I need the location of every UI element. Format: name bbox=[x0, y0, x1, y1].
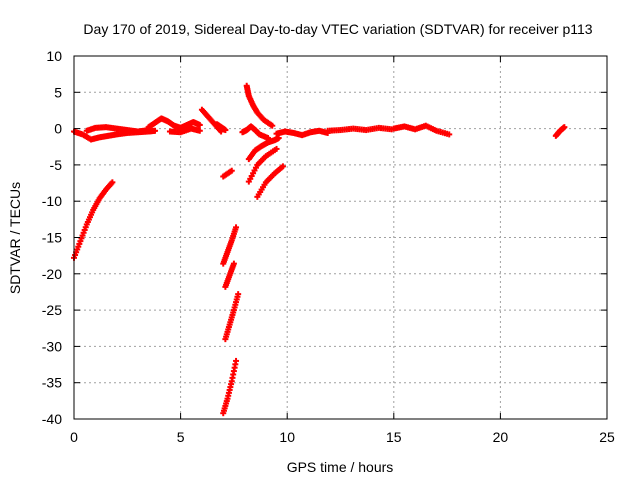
data-point bbox=[446, 131, 453, 138]
y-tick-label: -5 bbox=[50, 157, 63, 173]
data-point bbox=[152, 127, 159, 134]
x-tick-label: 10 bbox=[279, 429, 295, 445]
data-point bbox=[230, 260, 237, 267]
y-tick-label: 10 bbox=[46, 48, 62, 64]
data-point bbox=[109, 179, 116, 186]
ticks: 0 5 10 15 20 25 10 5 0 -5 -10 -15 -20 -25 -30 -35 -40 bbox=[42, 48, 615, 445]
data-point bbox=[279, 163, 286, 170]
y-tick-label: -35 bbox=[42, 375, 62, 391]
x-tick-label: 15 bbox=[386, 429, 402, 445]
x-tick-label: 20 bbox=[493, 429, 509, 445]
y-tick-label: 5 bbox=[54, 84, 62, 100]
y-tick-label: -10 bbox=[42, 193, 62, 209]
data-point bbox=[196, 127, 203, 134]
data-point bbox=[269, 122, 276, 129]
data-point bbox=[196, 121, 203, 128]
y-tick-label: -25 bbox=[42, 302, 62, 318]
y-axis-label: SDTVAR / TECUs bbox=[7, 182, 23, 294]
data-point bbox=[233, 224, 240, 231]
data-point bbox=[273, 145, 280, 152]
y-tick-label: -20 bbox=[42, 266, 62, 282]
data-point bbox=[228, 167, 235, 174]
y-tick-label: -15 bbox=[42, 230, 62, 246]
y-tick-label: -30 bbox=[42, 338, 62, 354]
x-tick-label: 25 bbox=[599, 429, 615, 445]
chart-title: Day 170 of 2019, Sidereal Day-to-day VTE… bbox=[83, 21, 592, 37]
data-point bbox=[222, 127, 229, 134]
y-tick-label: -40 bbox=[42, 411, 62, 427]
x-tick-label: 0 bbox=[70, 429, 78, 445]
y-tick-label: 0 bbox=[54, 121, 62, 137]
grid bbox=[74, 56, 607, 419]
data-point bbox=[561, 124, 568, 131]
data-point bbox=[235, 291, 242, 298]
x-axis-label: GPS time / hours bbox=[287, 459, 394, 475]
x-tick-label: 5 bbox=[177, 429, 185, 445]
data-points bbox=[71, 82, 568, 417]
data-point bbox=[233, 357, 240, 364]
